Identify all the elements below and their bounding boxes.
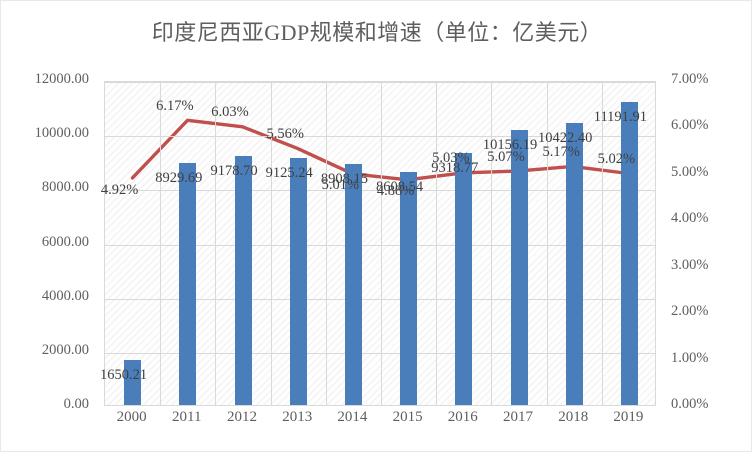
y-axis-left-tick: 6000.00 — [41, 233, 89, 250]
y-axis-right-tick: 2.00% — [671, 303, 709, 320]
bar — [234, 156, 252, 405]
bar — [455, 152, 473, 405]
gridline-vertical — [215, 82, 216, 405]
x-axis-tick: 2015 — [392, 409, 423, 425]
x-axis-tick: 2000 — [116, 409, 147, 425]
x-axis-tick: 2018 — [558, 409, 589, 425]
x-axis-tick: 2012 — [226, 409, 257, 425]
bar — [289, 157, 307, 405]
y-axis-right-tick: 6.00% — [671, 117, 709, 134]
gridline-vertical — [436, 82, 437, 405]
y-axis-right: 0.00% 1.00% 2.00% 3.00% 4.00% 5.00% 6.00% 7.00% — [663, 71, 751, 412]
bar — [400, 171, 418, 405]
bar — [565, 122, 583, 405]
y-axis-left-tick: 4000.00 — [41, 287, 89, 304]
y-axis-left-tick: 8000.00 — [41, 179, 89, 196]
x-axis: 2000 2011 2012 2013 2014 2015 2016 2017 2018 2019 — [104, 409, 656, 439]
gridline-vertical — [602, 82, 603, 405]
gridline-vertical — [381, 82, 382, 405]
gridline-vertical — [491, 82, 492, 405]
gridline-vertical — [160, 82, 161, 405]
gridline-vertical — [547, 82, 548, 405]
y-axis-right-tick: 0.00% — [671, 396, 709, 412]
y-axis-left-tick: 12000.00 — [34, 71, 89, 87]
y-axis-right-tick: 1.00% — [671, 349, 709, 366]
y-axis-left: 0.00 2000.00 4000.00 6000.00 8000.00 10000.00… — [1, 71, 97, 412]
bar — [124, 360, 142, 405]
gridline-horizontal — [105, 190, 655, 192]
gridline-horizontal — [105, 352, 655, 354]
gridline-horizontal — [105, 136, 655, 138]
y-axis-left-tick: 10000.00 — [34, 125, 89, 142]
bar — [344, 163, 362, 405]
gridline-vertical — [326, 82, 327, 405]
y-axis-right-tick: 3.00% — [671, 256, 709, 273]
growth-rate-polyline — [130, 118, 630, 182]
gridline-vertical — [271, 82, 272, 405]
y-axis-left-tick: 2000.00 — [41, 341, 89, 358]
x-axis-tick: 2014 — [337, 409, 368, 425]
gridline-horizontal — [105, 244, 655, 246]
chart-title: 印度尼西亚GDP规模和增速（单位：亿美元） — [151, 20, 603, 45]
x-axis-tick: 2017 — [502, 409, 533, 425]
bar — [620, 101, 638, 405]
x-axis-tick: 2016 — [447, 409, 478, 425]
bar — [179, 163, 197, 405]
gridline-horizontal — [105, 298, 655, 300]
y-axis-left-tick: 0.00 — [63, 396, 89, 412]
gridline-horizontal — [105, 82, 655, 83]
x-axis-tick: 2011 — [172, 409, 202, 425]
bar — [510, 129, 528, 405]
y-axis-right-tick: 4.00% — [671, 210, 709, 227]
plot-area — [104, 81, 656, 406]
x-axis-tick: 2013 — [282, 409, 313, 425]
x-axis-tick: 2019 — [613, 409, 644, 425]
y-axis-right-tick: 7.00% — [671, 71, 709, 87]
y-axis-right-tick: 5.00% — [671, 163, 709, 180]
